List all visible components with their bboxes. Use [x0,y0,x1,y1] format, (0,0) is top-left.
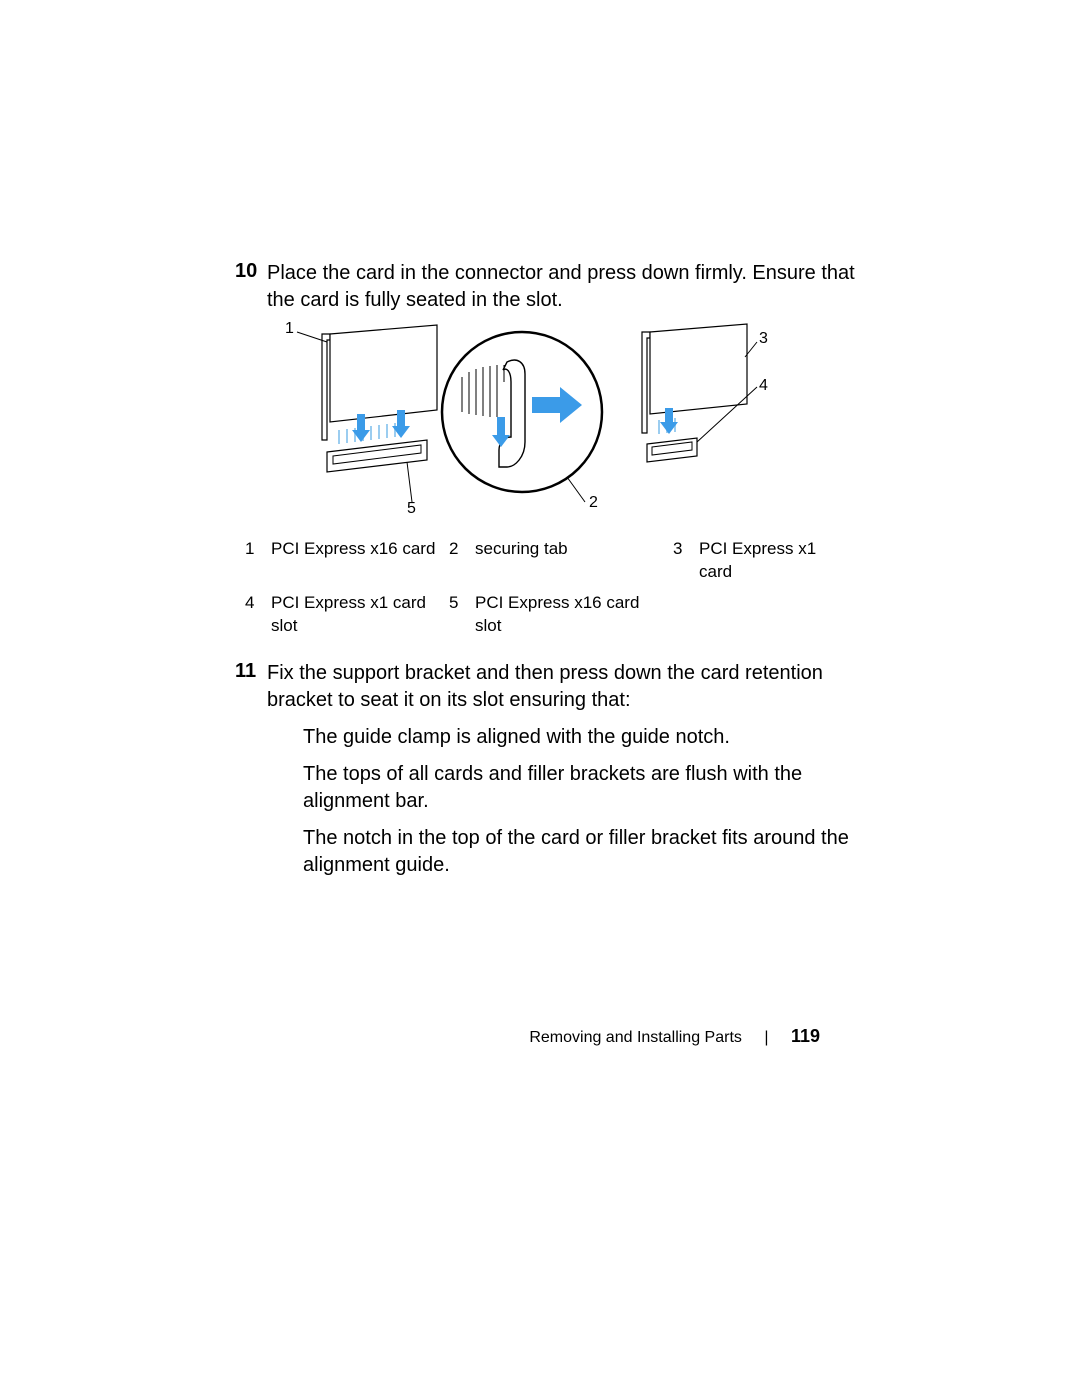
step-10: 10 Place the card in the connector and p… [235,260,880,314]
legend-4-text: PCI Express x1 card slot [271,588,449,642]
legend-3-text: PCI Express x1 card [699,534,847,588]
manual-page: 10 Place the card in the connector and p… [0,0,1080,1397]
footer-separator: | [764,1029,768,1047]
legend-2-num: 2 [449,534,475,588]
diagram-svg [267,322,827,522]
sub-bullet-a: The guide clamp is aligned with the guid… [303,724,880,751]
step-11: 11 Fix the support bracket and then pres… [235,660,880,714]
legend-2-text: securing tab [475,534,673,588]
callout-3: 3 [759,330,768,348]
step-11-number: 11 [235,660,267,683]
callout-4: 4 [759,377,768,395]
step-10-text: Place the card in the connector and pres… [267,260,880,314]
sub-bullet-b: The tops of all cards and filler bracket… [303,761,880,815]
legend-5-num: 5 [449,588,475,642]
step-10-number: 10 [235,260,267,283]
callout-2: 2 [589,494,598,512]
legend-1-text: PCI Express x16 card [271,534,449,588]
legend-1-num: 1 [245,534,271,588]
legend-3-num: 3 [673,534,699,588]
page-footer: Removing and Installing Parts | 119 [0,1026,1080,1047]
legend-row-1: 1 PCI Express x16 card 2 securing tab 3 … [245,534,847,588]
legend-4-num: 4 [245,588,271,642]
left-card-group [322,325,437,472]
legend-row-2: 4 PCI Express x1 card slot 5 PCI Express… [245,588,847,642]
sub-bullet-c: The notch in the top of the card or fill… [303,825,880,879]
footer-page-number: 119 [791,1026,820,1046]
diagram-legend: 1 PCI Express x16 card 2 securing tab 3 … [245,534,847,642]
legend-5-text: PCI Express x16 card slot [475,588,673,642]
step-11-text: Fix the support bracket and then press d… [267,660,880,714]
installation-diagram: 1 2 3 4 5 [267,322,827,522]
callout-1: 1 [285,320,294,338]
right-card-group [642,324,747,462]
footer-section: Removing and Installing Parts [529,1029,742,1046]
detail-circle-group [442,332,602,492]
callout-5: 5 [407,500,416,518]
